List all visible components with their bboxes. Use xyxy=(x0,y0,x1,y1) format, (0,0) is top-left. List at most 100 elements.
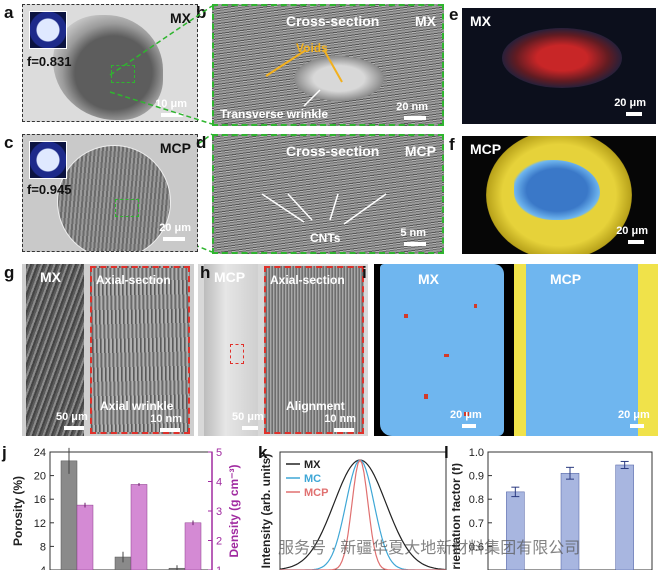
y2-tick-label: 1 xyxy=(216,565,222,570)
green-region xyxy=(115,199,139,217)
void-dot xyxy=(424,394,428,399)
panel-g-zoom-image: Axial-section Axial wrinkle 10 nm xyxy=(90,266,190,434)
plot-frame xyxy=(279,451,447,570)
panel-b-title: Cross-section xyxy=(286,13,380,29)
blue-core xyxy=(514,160,600,220)
intensity-curve-mx xyxy=(279,459,447,570)
y-tick-label: 4 xyxy=(40,565,46,570)
legend-label: MX xyxy=(304,459,321,471)
panel-b-letter: b xyxy=(196,3,207,22)
y-tick-label: 12 xyxy=(34,518,46,530)
intensity-curve-mcp xyxy=(280,458,446,570)
panel-e-scalebar xyxy=(626,112,642,116)
panel-d-letter: d xyxy=(196,133,207,152)
panel-h-align-label: Alignment xyxy=(286,399,345,413)
y2-tick-label: 2 xyxy=(216,536,222,548)
diffraction-inset-c xyxy=(29,141,67,179)
panel-f-sample-label: MCP xyxy=(470,141,502,157)
panel-e-sample-label: MX xyxy=(470,13,491,29)
density-bar xyxy=(76,504,94,570)
y2-axis-label: Density (g cm⁻³) xyxy=(227,464,241,557)
panel-h-sample-label: MCP xyxy=(214,269,246,285)
panel-h-scale-left: 50 μm xyxy=(232,411,264,423)
y2-tick-label: 5 xyxy=(216,447,222,459)
panel-g-scale-left: 50 μm xyxy=(56,411,88,423)
density-bar xyxy=(184,522,202,570)
panel-g-scalebar-left xyxy=(64,426,84,430)
y-axis-label: Intensity (arb. units) xyxy=(259,454,273,569)
panel-a-sample-label: MX xyxy=(170,10,191,26)
panel-i-sample-left: MX xyxy=(418,271,439,287)
orientation-bar xyxy=(506,491,525,570)
panel-g-scalebar-right xyxy=(160,428,180,432)
panel-g-letter: g xyxy=(4,263,15,282)
panel-a-scalebar xyxy=(161,113,183,117)
y-tick-label: 0.9 xyxy=(469,471,484,483)
y-axis-label: Porosity (%) xyxy=(11,476,25,546)
panel-i-scale-right: 20 μm xyxy=(618,409,650,421)
panel-i-scale-left: 20 μm xyxy=(450,409,482,421)
panel-g-title: Axial-section xyxy=(96,273,171,287)
panel-l-letter: l xyxy=(444,443,449,462)
panel-i-3d-render: MX MCP 20 μm 20 μm xyxy=(374,264,658,436)
void-cloud xyxy=(502,28,622,88)
panel-k-letter: k xyxy=(258,443,268,462)
watermark: 服务号 · 新疆华夏大地新材料集团有限公司 xyxy=(278,540,581,557)
panel-d-scale-label: 5 nm xyxy=(400,227,426,239)
y2-tick-label: 4 xyxy=(216,477,222,489)
panel-f-scalebar xyxy=(628,240,644,244)
panel-f-scale-label: 20 μm xyxy=(616,225,648,237)
panel-i-sample-right: MCP xyxy=(550,271,582,287)
y-tick-label: 1.0 xyxy=(469,447,484,459)
y-tick-label: 0.6 xyxy=(469,541,484,553)
panel-g-sample-label: MX xyxy=(40,269,61,285)
panel-f-letter: f xyxy=(449,135,455,154)
panel-i-scalebar-right xyxy=(630,424,644,428)
mcp-fiber-blue-core xyxy=(526,264,638,436)
y-tick-label: 20 xyxy=(34,471,46,483)
legend-label: MC xyxy=(304,473,321,485)
porosity-density-chart: 481216202412345Porosity (%)Density (g cm… xyxy=(11,447,241,570)
y2-tick-label: 3 xyxy=(216,506,222,518)
voids-arrows xyxy=(265,49,343,107)
panel-e-scale-label: 20 μm xyxy=(614,97,646,109)
intensity-chart: Intensity (arb. units) MX MC MCP xyxy=(259,451,447,570)
void-dot xyxy=(444,354,449,357)
y-tick-label: 0.8 xyxy=(469,494,484,506)
panel-d-scalebar xyxy=(404,242,426,246)
panel-c-sample-label: MCP xyxy=(159,140,191,156)
panel-d-sample-label: MCP xyxy=(404,143,436,159)
y-tick-label: 8 xyxy=(40,541,46,553)
fiber-axial-surface xyxy=(26,264,84,436)
porosity-bar xyxy=(60,460,78,570)
panel-j-letter: j xyxy=(2,443,7,462)
y-axis-label: Orientation factor (f) xyxy=(452,463,463,570)
panel-h-title: Axial-section xyxy=(270,273,345,287)
panel-a-f-value: f=0.831 xyxy=(27,54,72,69)
panel-c-letter: c xyxy=(4,133,14,152)
diffraction-inset-a xyxy=(29,11,67,49)
panel-a-letter: a xyxy=(4,3,14,22)
void-dot xyxy=(464,412,469,416)
panel-b-wrinkle-label: Transverse wrinkle xyxy=(220,107,329,121)
plot-frame xyxy=(487,451,653,570)
panel-b-tem-image: Cross-section MX Voids Transverse wrinkl… xyxy=(212,4,444,126)
panel-c-scale-label: 20 μm xyxy=(159,222,191,234)
legend-label: MCP xyxy=(304,487,328,499)
panel-e-3d-render: MX 20 μm xyxy=(462,8,656,124)
panel-h-scale-right: 10 nm xyxy=(324,413,356,425)
y-tick-label: 24 xyxy=(34,447,46,459)
panel-i-scalebar-left xyxy=(462,424,476,428)
panel-d-title: Cross-section xyxy=(286,143,380,159)
panel-a-sem-image: MX f=0.831 10 μm xyxy=(22,4,198,122)
red-region xyxy=(230,344,244,364)
panel-h-zoom-image: Axial-section Alignment 10 nm xyxy=(264,266,364,434)
panel-c-scalebar xyxy=(163,237,185,241)
panel-c-sem-image: MCP f=0.945 20 μm xyxy=(22,134,198,252)
panel-d-cnts-label: CNTs xyxy=(310,231,341,245)
y-tick-label: 0.7 xyxy=(469,518,484,530)
fiber-axial-smooth xyxy=(204,264,258,436)
panel-e-letter: e xyxy=(449,5,459,24)
panel-c-f-value: f=0.945 xyxy=(27,182,72,197)
density-bar xyxy=(130,484,148,570)
